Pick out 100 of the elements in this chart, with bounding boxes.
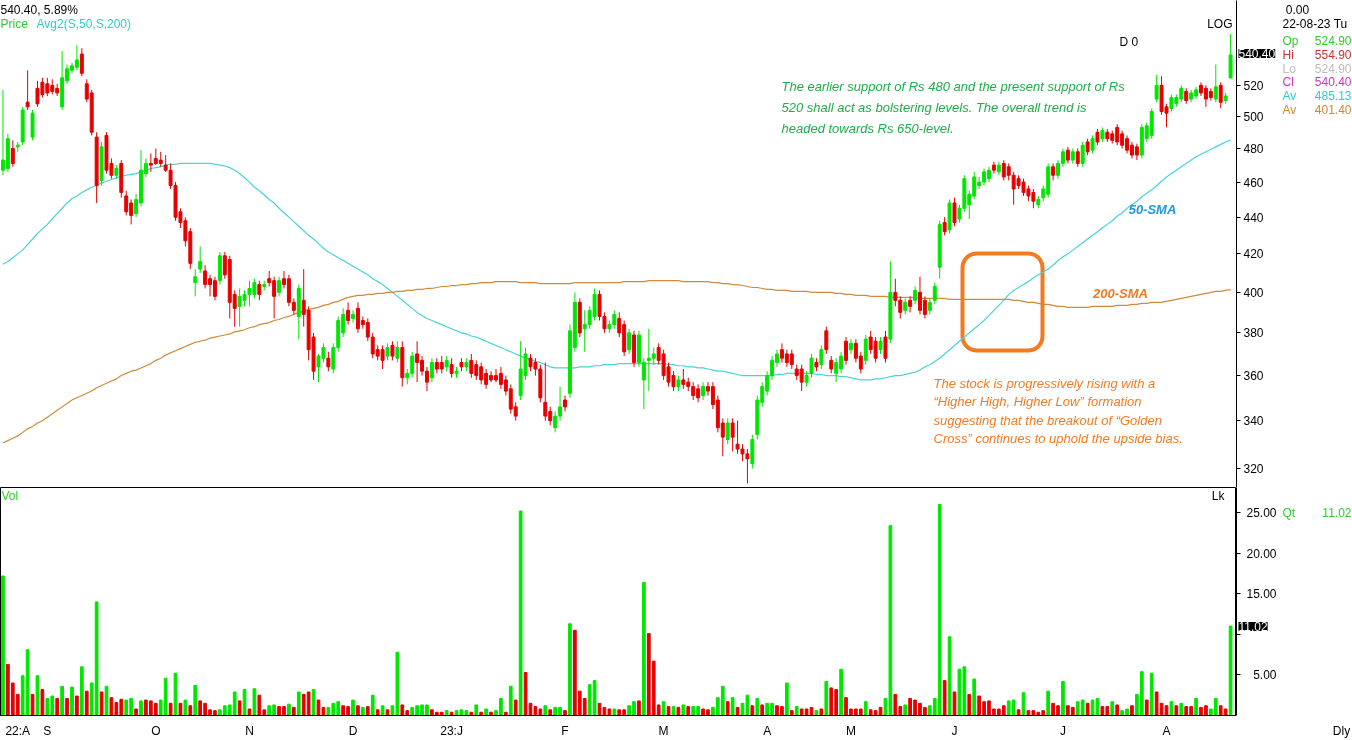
candlestick [380,344,385,370]
bar [469,711,474,716]
bar [568,623,572,716]
bar [720,685,725,716]
bar [760,704,765,716]
y-tick-label: 20.00 [1246,546,1277,561]
bar [75,695,79,716]
y-tick-label: 500 [1243,109,1264,124]
candlestick [1213,63,1218,103]
candlestick [908,295,913,313]
bar [730,697,735,716]
text: 524.90 [1314,62,1352,76]
bar [55,697,60,716]
bar [139,700,143,716]
annotation: The stock is progressively rising with a “Higher High, Higher Low” formation suggesting that the breakout of “Golden Cross” continues to uphold the upside bias. [933,376,1183,446]
bar [543,705,548,716]
bar [365,706,370,716]
bar [188,705,193,716]
bar [563,710,567,716]
bar [1070,706,1075,716]
y-tick-label: 520 [1243,78,1264,93]
x-tick-label: D [348,723,358,738]
candlestick [351,309,355,324]
candlestick [543,362,548,422]
bar [878,706,883,716]
bar [1021,692,1026,716]
bar [755,697,760,716]
candlestick [25,69,30,111]
candlestick [681,368,686,390]
candlestick [79,47,84,77]
x-tick-label: O [151,723,161,738]
bar [903,704,908,716]
candlestick [198,245,203,274]
bar [681,704,686,716]
bar [311,689,316,716]
bar [326,706,331,716]
bar [1095,697,1100,716]
bar [45,697,50,716]
bar [1213,697,1218,716]
bar [178,702,183,716]
bar [789,710,794,716]
annotation: Avg2(S,50,S,200) [36,16,132,31]
bar [691,706,696,716]
candlestick [834,357,839,383]
bar [65,697,69,716]
x-tick-label: A [1162,723,1171,738]
bar [439,711,444,716]
candlestick [212,276,217,301]
text: Cl [1282,74,1294,89]
bar [1,575,5,716]
bar [503,711,508,716]
bar [1016,709,1021,716]
bar [306,691,311,716]
bar [1061,680,1065,716]
bar [70,686,74,716]
line-series [2,280,1232,444]
bar [296,691,301,716]
bar [671,706,676,716]
bar [597,702,602,716]
bar [858,708,863,716]
bar [1011,699,1016,716]
bar [99,691,104,716]
bar [1090,699,1095,716]
candlestick [1080,141,1085,168]
text: Lo [1282,61,1297,76]
bar [375,709,380,716]
text: 22-08-23 Tu [1282,16,1348,31]
bar [35,675,40,716]
text: 0.00 [1285,3,1310,17]
candlestick [30,109,35,141]
bar [839,668,843,716]
candlestick [193,268,198,297]
bar [124,699,129,716]
bar [1001,705,1006,716]
bar [380,705,385,716]
bar [385,709,390,716]
bar [1139,671,1144,716]
bar [79,666,84,716]
annotation: Price [0,16,29,31]
candlestick [809,353,814,379]
candlestick [553,410,558,433]
bar [1179,702,1184,716]
bar [163,677,168,716]
candlestick [848,338,853,355]
bar [454,710,459,716]
candlestick [1218,81,1223,109]
bar [809,706,814,716]
bar [237,700,242,716]
y-tick-label: 320 [1243,462,1264,477]
candlestick [257,280,262,301]
bar [972,678,977,716]
y-tick-label: 400 [1243,285,1264,300]
x-tick-label: S [43,723,52,738]
bar [1149,672,1154,716]
bar [1080,699,1085,716]
bar [252,688,257,716]
bar [824,680,829,716]
bar [351,699,355,716]
bar [513,699,518,716]
candlestick [415,340,420,383]
